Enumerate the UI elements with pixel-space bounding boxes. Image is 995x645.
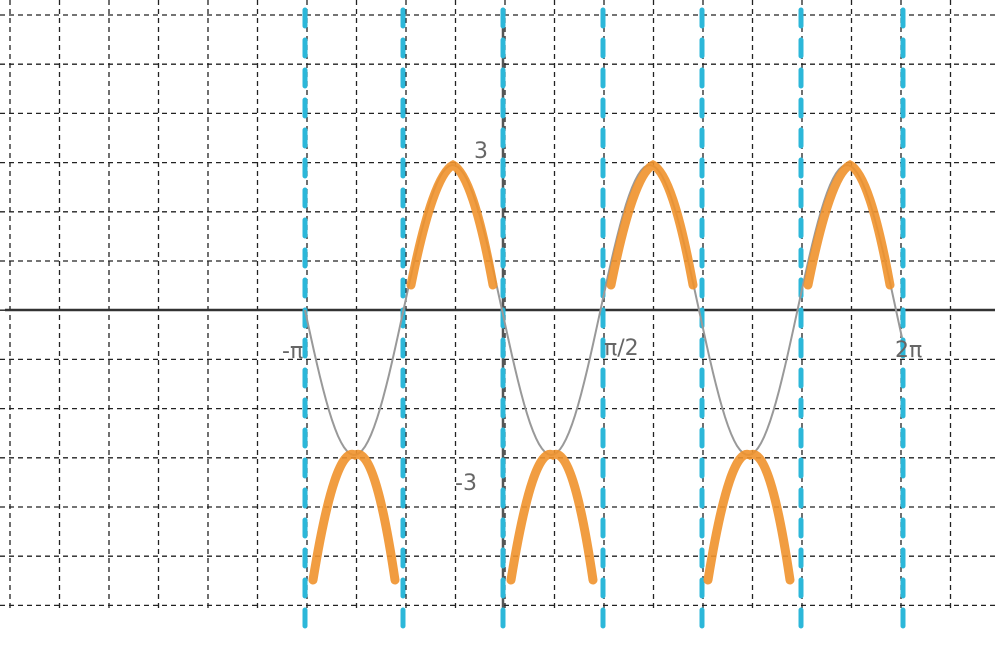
- x-label-two-pi: 2π: [895, 338, 922, 363]
- paper: [0, 0, 995, 645]
- graph: 3 -3 π/2 -π 2π: [0, 0, 995, 645]
- y-max-label: 3: [474, 139, 488, 164]
- x-label-neg-pi: -π: [282, 339, 303, 364]
- page: 3 -3 π/2 -π 2π (() => { const data = JSO…: [0, 0, 995, 645]
- x-label-half-pi: π/2: [604, 336, 639, 361]
- y-min-label: -3: [455, 471, 477, 496]
